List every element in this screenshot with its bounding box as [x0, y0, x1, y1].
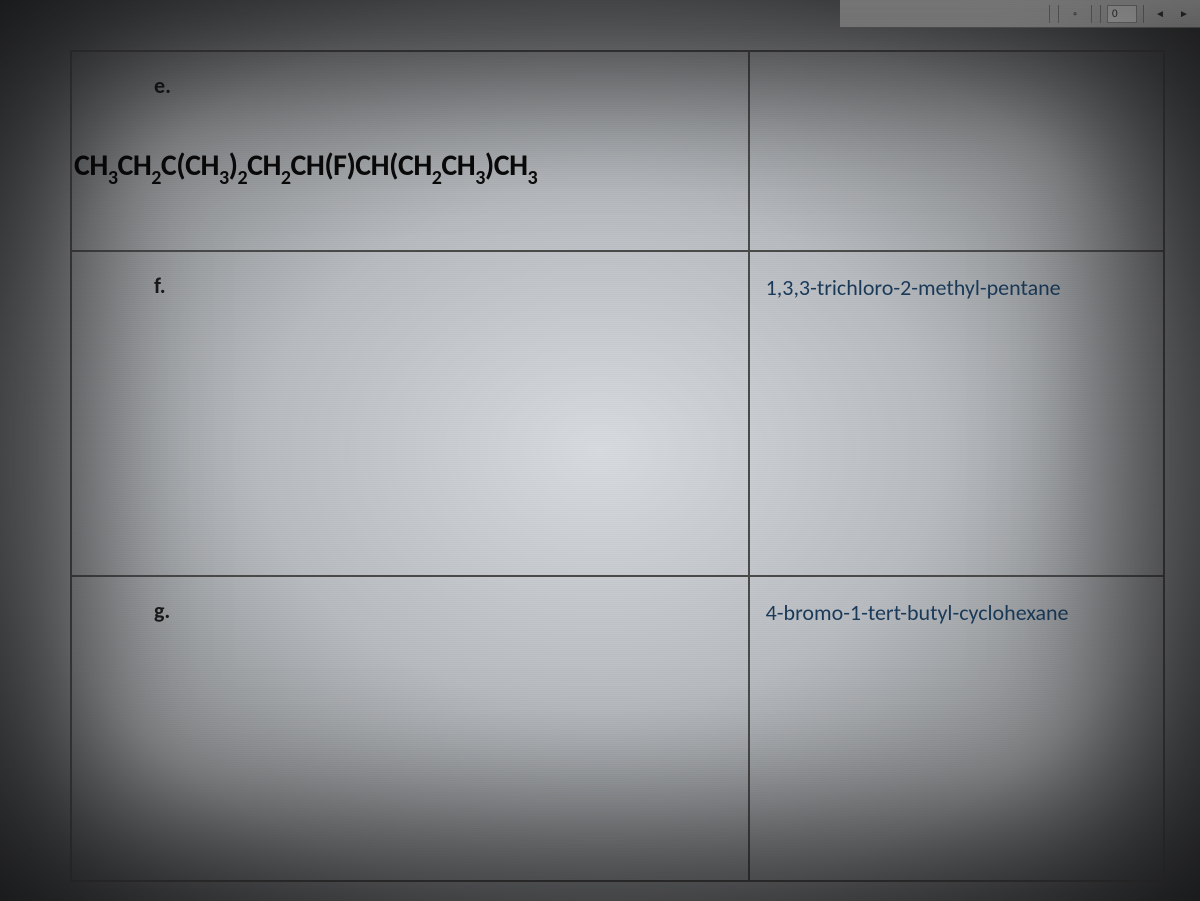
toolbar-separator: [1058, 5, 1059, 23]
toolbar-separator: [1049, 5, 1050, 23]
question-cell-f: f.: [71, 251, 749, 576]
row-label: e.: [154, 72, 736, 99]
answer-cell-g: 4-bromo-1-tert-butyl-cyclohexane: [749, 576, 1164, 881]
next-page-button[interactable]: ►: [1174, 4, 1194, 24]
answer-cell-f: 1,3,3-trichloro-2-methyl-pentane: [749, 251, 1164, 576]
answer-cell-e: [749, 51, 1164, 251]
answer-text: 4-bromo-1-tert-butyl-cyclohexane: [766, 599, 1151, 626]
table-row: e. CH3CH2C(CH3)2CH2CH(F)CH(CH2CH3)CH3: [71, 51, 1164, 251]
question-cell-g: g.: [71, 576, 749, 881]
table-row: f. 1,3,3-trichloro-2-methyl-pentane: [71, 251, 1164, 576]
worksheet-table: e. CH3CH2C(CH3)2CH2CH(F)CH(CH2CH3)CH3 f.…: [70, 50, 1165, 880]
row-label: f.: [154, 272, 736, 299]
toolbar-separator: [1091, 5, 1092, 23]
toolbar-separator: [1100, 5, 1101, 23]
question-cell-e: e. CH3CH2C(CH3)2CH2CH(F)CH(CH2CH3)CH3: [71, 51, 749, 251]
toolbar-fragment: ▫ 0 ◄ ►: [840, 0, 1200, 28]
chemistry-table: e. CH3CH2C(CH3)2CH2CH(F)CH(CH2CH3)CH3 f.…: [70, 50, 1165, 882]
zoom-value-box[interactable]: 0: [1107, 5, 1137, 23]
answer-text: 1,3,3-trichloro-2-methyl-pentane: [766, 274, 1151, 301]
prev-page-button[interactable]: ◄: [1150, 4, 1170, 24]
toolbar-button[interactable]: ▫: [1065, 4, 1085, 24]
chemical-formula: CH3CH2C(CH3)2CH2CH(F)CH(CH2CH3)CH3: [74, 147, 736, 188]
toolbar-separator: [1143, 5, 1144, 23]
table-row: g. 4-bromo-1-tert-butyl-cyclohexane: [71, 576, 1164, 881]
row-label: g.: [154, 597, 736, 624]
